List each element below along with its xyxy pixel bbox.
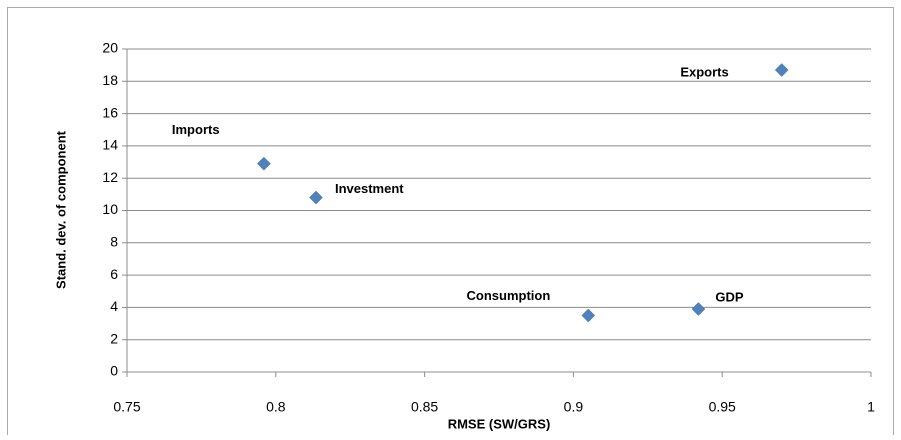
- point-label: Consumption: [467, 288, 551, 303]
- x-tick-label: 0.95: [709, 399, 736, 415]
- y-tick-label: 6: [110, 266, 118, 282]
- point: [774, 63, 789, 77]
- x-tick-label: 0.75: [113, 399, 140, 415]
- y-tick-label: 14: [102, 137, 118, 153]
- y-axis-title: Stand. dev. of component: [53, 130, 68, 289]
- y-tick-label: 20: [102, 40, 118, 56]
- x-tick-label: 0.8: [266, 399, 286, 415]
- y-tick-label: 10: [102, 201, 118, 217]
- point-label: Exports: [680, 64, 728, 79]
- chart-frame: [7, 7, 894, 440]
- point: [257, 156, 271, 171]
- x-tick-label: 1: [867, 399, 875, 415]
- point-label: Investment: [335, 181, 404, 196]
- y-tick-label: 12: [102, 169, 118, 185]
- y-tick-label: 16: [102, 104, 118, 120]
- point-label: Imports: [172, 122, 220, 137]
- y-tick-label: 8: [110, 234, 118, 250]
- y-tick-label: 4: [110, 298, 118, 314]
- y-tick-label: 18: [102, 72, 118, 88]
- point: [309, 190, 323, 205]
- x-axis-title: RMSE (SW/GRS): [448, 416, 551, 431]
- point: [691, 302, 706, 316]
- point-label: GDP: [715, 289, 744, 304]
- x-tick-label: 0.85: [411, 399, 438, 415]
- y-tick-label: 2: [110, 330, 118, 346]
- x-tick-label: 0.9: [564, 399, 584, 415]
- point: [581, 308, 596, 323]
- y-tick-label: 0: [110, 363, 118, 379]
